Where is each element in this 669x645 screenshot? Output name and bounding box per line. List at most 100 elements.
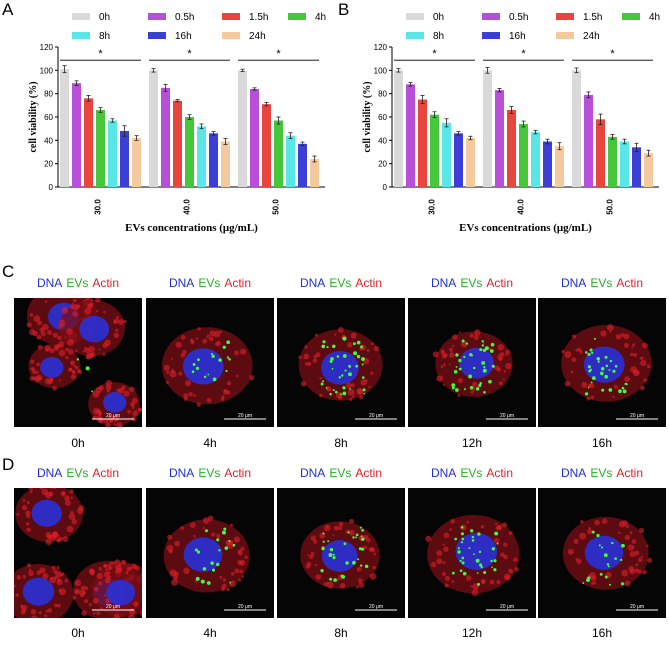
actin-fiber [57,536,63,542]
actin-fiber [57,335,62,341]
significance-marker: * [610,48,615,60]
actin-fiber [441,353,447,359]
bar [173,100,182,187]
x-tick-label: 50.0 [272,199,281,215]
actin-fiber [631,539,637,544]
channel-label-dna: DNA [299,466,326,480]
actin-fiber [118,563,122,567]
actin-fiber [473,329,481,336]
actin-fiber [310,551,315,556]
channel-label-dna: DNA [168,276,195,290]
evs-dot [355,536,357,539]
actin-fiber [450,350,453,353]
evs-dot [482,368,487,373]
evs-dot [225,369,228,373]
actin-fiber [570,370,574,374]
actin-fiber [609,330,612,333]
actin-fiber [226,381,232,386]
evs-dot [349,388,351,390]
actin-fiber [166,370,170,374]
actin-fiber [173,571,179,577]
actin-fiber [75,349,78,353]
actin-fiber [88,568,95,574]
actin-fiber [22,574,26,579]
actin-fiber [195,337,198,340]
bar [108,120,117,187]
evs-dot [329,547,334,552]
evs-dot [332,553,335,556]
actin-fiber [37,320,43,326]
actin-fiber [74,588,81,595]
confocal-image: 20 μm [146,488,274,618]
evs-dot [353,351,358,356]
nucleus [583,346,625,383]
y-axis-label: cell viability (%) [362,81,373,152]
evs-dot [357,558,360,561]
evs-dot [360,535,363,538]
bar [418,99,427,187]
actin-fiber [567,548,574,555]
actin-fiber [113,613,120,618]
actin-fiber [62,491,66,495]
channel-label-actin: Actin [486,466,514,480]
actin-fiber [310,535,317,541]
actin-fiber [78,369,83,375]
actin-fiber [180,526,185,531]
actin-fiber [51,565,56,570]
evs-dot [622,389,627,394]
actin-fiber [216,533,221,538]
actin-fiber [131,563,137,569]
legend-swatch [482,32,500,39]
actin-fiber [229,523,234,527]
actin-fiber [80,585,86,591]
confocal-image: 20 μm [14,298,142,427]
actin-fiber [71,370,76,375]
channel-label-dna: DNA [430,276,457,290]
actin-fiber [36,374,43,381]
evs-dot [460,532,464,536]
actin-fiber [31,615,38,618]
actin-fiber [104,594,107,597]
bar [519,124,528,187]
actin-fiber [92,597,99,604]
legend-swatch [222,13,240,20]
actin-fiber [590,395,595,400]
actin-fiber [113,423,116,426]
actin-fiber [326,525,329,529]
actin-fiber [436,375,443,382]
actin-fiber [194,579,198,583]
nucleus [584,535,624,570]
channel-label-actin: Actin [616,276,644,290]
evs-dot [603,553,608,558]
evs-dot [481,361,486,365]
evs-dot [604,374,609,379]
evs-dot [204,529,208,533]
actin-fiber [631,346,634,349]
evs-dot [341,575,346,579]
actin-fiber [370,547,376,553]
evs-dot [478,550,482,554]
actin-fiber [102,342,108,348]
actin-fiber [36,362,40,367]
bar [197,126,206,187]
evs-dot [356,340,361,345]
actin-fiber [65,355,69,360]
evs-dot [491,364,495,368]
bar [286,135,295,187]
actin-fiber [52,385,57,391]
actin-fiber [470,585,473,588]
channel-label-actin: Actin [616,466,644,480]
actin-fiber [561,349,565,354]
actin-fiber [369,573,377,580]
significance-marker: * [521,48,526,60]
nucleus [321,540,358,572]
actin-fiber [235,374,239,378]
evs-dot [621,543,625,548]
evs-dot [212,377,217,382]
actin-fiber [505,575,510,580]
actin-fiber [98,348,101,351]
actin-fiber [103,310,106,314]
actin-fiber [25,510,31,516]
actin-fiber [54,603,58,608]
evs-dot [329,360,333,363]
